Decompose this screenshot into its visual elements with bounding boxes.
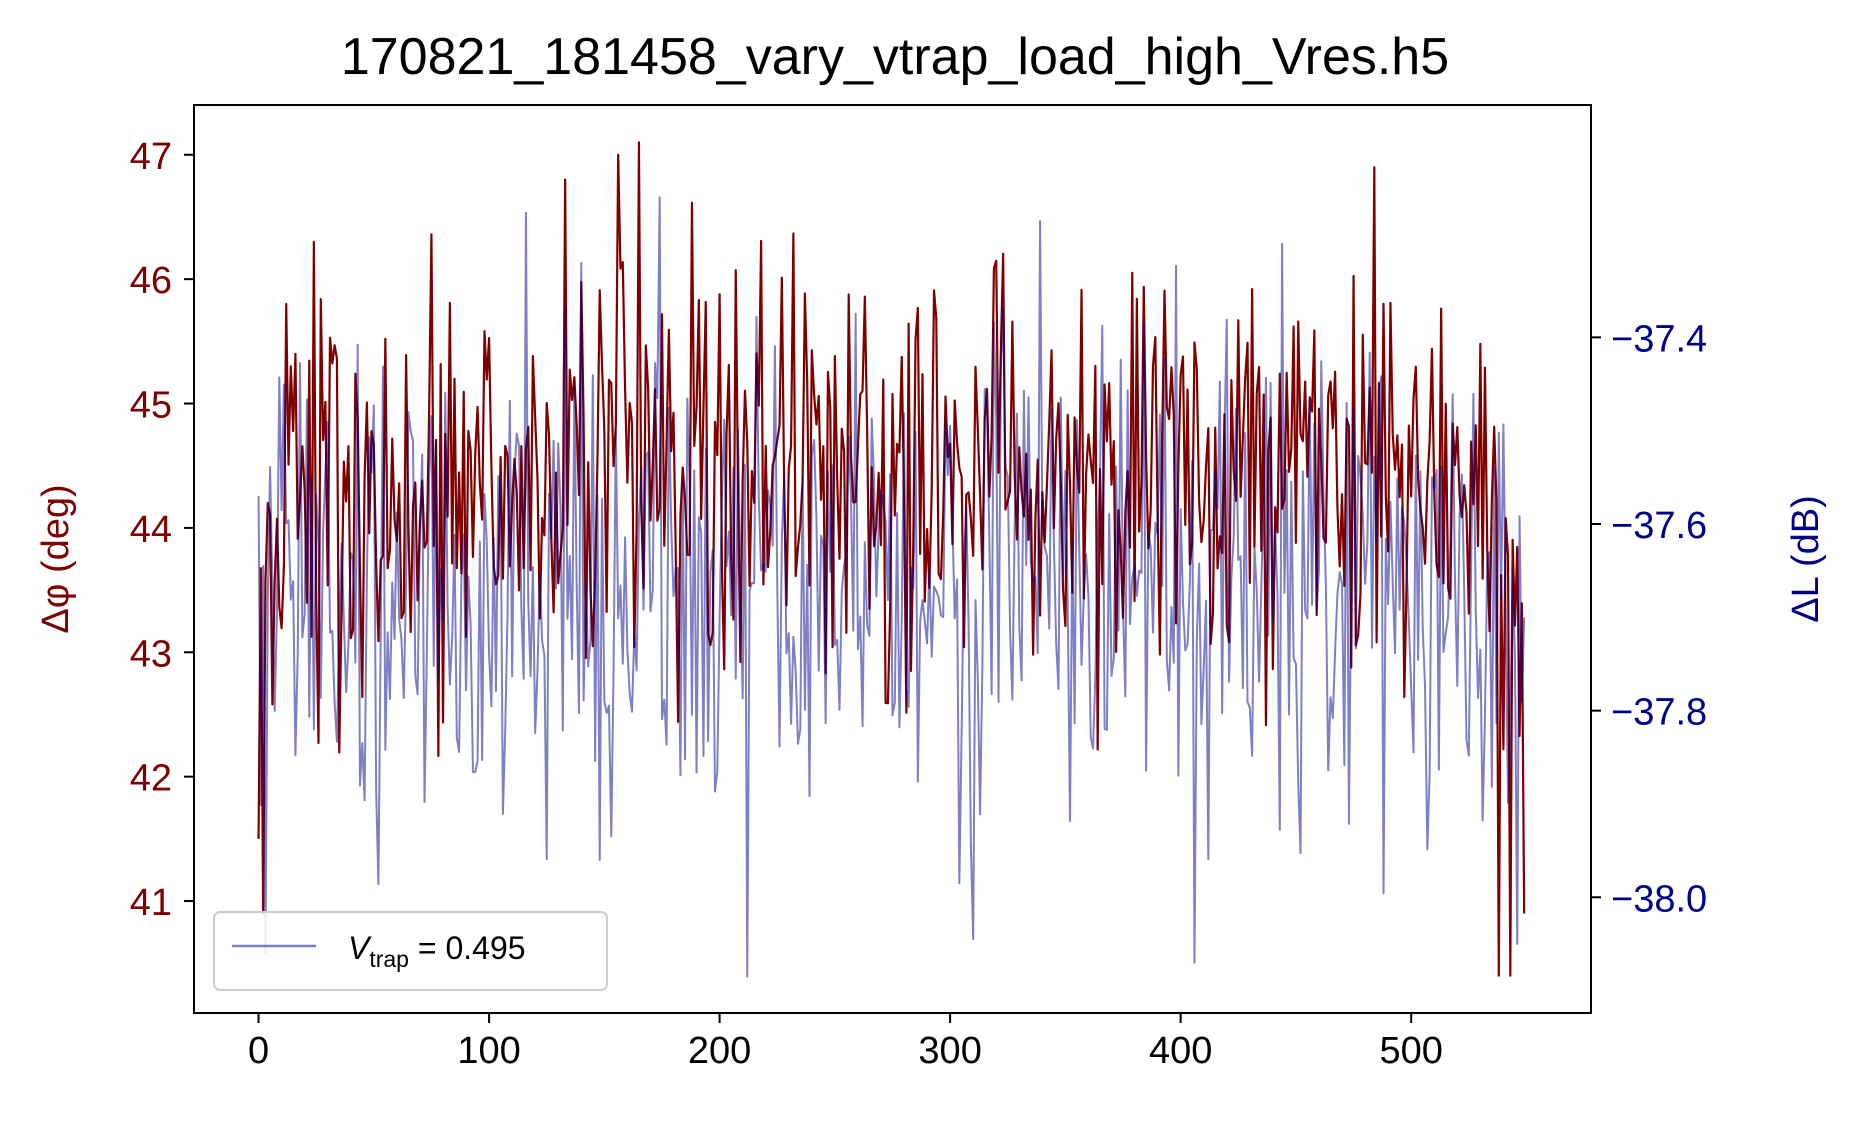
legend: Vtrap = 0.495: [213, 911, 608, 991]
x-tick-label: 300: [918, 1030, 981, 1072]
y-left-tick-label: 47: [130, 136, 172, 178]
y-axis-right: −38.0 −37.8 −37.6 −37.4: [1591, 318, 1707, 920]
x-tick-label: 500: [1379, 1030, 1442, 1072]
x-tick-label: 0: [248, 1030, 269, 1072]
series-layer: [257, 141, 1526, 978]
x-tick-label: 100: [457, 1030, 520, 1072]
y-right-tick-label: −38.0: [1611, 878, 1707, 920]
chart-title: 170821_181458_vary_vtrap_load_high_Vres.…: [341, 28, 1449, 86]
y-left-tick-label: 46: [130, 260, 172, 302]
y-left-tick-label: 41: [130, 882, 172, 924]
legend-symbol: V: [348, 930, 372, 966]
x-axis: 0 100 200 300 400 500: [248, 1013, 1443, 1072]
y-left-tick-label: 43: [130, 633, 172, 675]
x-tick-label: 200: [688, 1030, 751, 1072]
y-right-tick-label: −37.8: [1611, 692, 1707, 734]
plot-frame: [193, 104, 1592, 1014]
y-axis-left: 41 42 43 44 45 46 47: [130, 136, 194, 924]
y-left-tick-label: 44: [130, 509, 172, 551]
y-left-tick-label: 42: [130, 758, 172, 800]
y-left-tick-label: 45: [130, 385, 172, 427]
legend-label: Vtrap = 0.495: [348, 930, 526, 972]
y-right-tick-label: −37.4: [1611, 318, 1707, 360]
legend-subscript: trap: [369, 946, 409, 972]
y-axis-left-label: Δφ (deg): [35, 484, 77, 633]
y-right-tick-label: −37.6: [1611, 505, 1707, 547]
y-axis-right-label: ΔL (dB): [1785, 495, 1827, 622]
legend-box: [213, 911, 608, 991]
series-amplitude-line: [257, 196, 1526, 978]
x-tick-label: 400: [1149, 1030, 1212, 1072]
legend-value: = 0.495: [409, 930, 526, 966]
